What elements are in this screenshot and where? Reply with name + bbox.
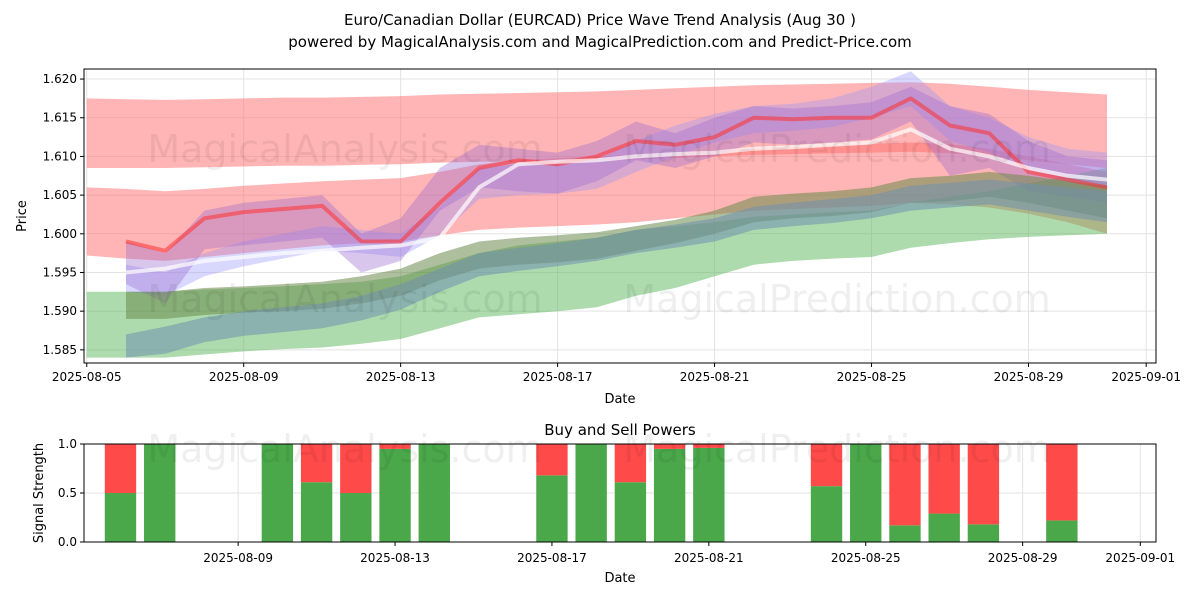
buy-sell-bars xyxy=(104,444,1078,542)
line-white-trend xyxy=(125,127,1108,275)
buy-bar-16 xyxy=(967,524,1000,542)
buy-bar-2 xyxy=(261,444,294,542)
buy-bar-14 xyxy=(889,525,921,542)
buy-bar-6 xyxy=(418,444,450,542)
buy-bar-9 xyxy=(614,482,647,542)
chart-subtitle: powered by MagicalAnalysis.com and Magic… xyxy=(288,33,912,51)
price-bands xyxy=(86,71,1107,358)
buy-sell-x-tick-label-0: 2025-08-09 xyxy=(203,551,273,565)
band-middle-red xyxy=(86,142,1107,261)
buy-sell-x-ticks: 2025-08-09 2025-08-13 2025-08-17 2025-08-21… xyxy=(203,542,1175,565)
sell-bar-3 xyxy=(300,444,333,483)
price-x-tick-label-2: 2025-08-13 xyxy=(366,370,436,384)
buy-sell-y-axis-label: Signal Strength xyxy=(32,443,47,543)
line-red-trend xyxy=(125,96,1108,253)
price-x-tick-label-1: 2025-08-09 xyxy=(209,370,279,384)
buy-sell-x-tick-label-1: 2025-08-13 xyxy=(360,551,430,565)
buy-bar-0 xyxy=(104,493,137,542)
sell-bar-16 xyxy=(967,444,1000,525)
band-purple-main xyxy=(126,86,1107,304)
price-y-tick-label-5: 1.610 xyxy=(43,149,77,163)
buy-bar-12 xyxy=(810,486,843,542)
buy-sell-title: Buy and Sell Powers xyxy=(544,421,696,439)
sell-bar-4 xyxy=(340,444,372,493)
watermark-analysis-mid: MagicalAnalysis.com xyxy=(147,277,542,321)
sell-bar-12 xyxy=(810,444,843,487)
price-y-tick-label-1: 1.590 xyxy=(43,304,77,318)
price-trend-lines xyxy=(125,96,1108,275)
price-x-tick-label-6: 2025-08-29 xyxy=(994,370,1064,384)
sell-bar-7 xyxy=(536,444,568,476)
buy-bar-5 xyxy=(379,448,411,542)
band-steel-low xyxy=(126,179,1107,358)
price-y-axis-label: Price xyxy=(15,200,30,232)
watermark-prediction-mid: MagicalPrediction.com xyxy=(623,277,1051,321)
buy-sell-panel: Buy and Sell Powers MagicalAnalysis.com … xyxy=(32,421,1175,586)
price-y-tick-label-7: 1.620 xyxy=(43,72,77,86)
buy-bar-13 xyxy=(850,444,882,542)
watermark-prediction-bottom: MagicalPrediction.com xyxy=(623,427,1051,471)
sell-bar-0 xyxy=(104,444,137,493)
buy-sell-y-tick-label-0: 0.0 xyxy=(58,535,77,549)
price-y-tick-label-3: 1.600 xyxy=(43,227,77,241)
price-y-tick-label-0: 1.585 xyxy=(43,343,77,357)
price-y-tick-label-2: 1.595 xyxy=(43,265,77,279)
price-x-tick-label-0: 2025-08-05 xyxy=(52,370,122,384)
buy-sell-x-tick-label-6: 2025-09-01 xyxy=(1105,551,1175,565)
price-x-ticks: 2025-08-05 2025-08-09 2025-08-13 2025-08-17… xyxy=(52,363,1181,384)
buy-sell-x-tick-label-2: 2025-08-17 xyxy=(517,551,587,565)
price-x-tick-label-3: 2025-08-17 xyxy=(523,370,593,384)
sell-bar-14 xyxy=(889,444,921,526)
price-x-tick-label-7: 2025-09-01 xyxy=(1111,370,1181,384)
sell-bar-5 xyxy=(379,444,411,449)
buy-bar-7 xyxy=(536,475,568,542)
buy-bar-11 xyxy=(693,447,725,542)
watermark-analysis-bottom: MagicalAnalysis.com xyxy=(147,427,542,471)
buy-sell-y-tick-label-1: 0.5 xyxy=(58,486,77,500)
sell-bar-9 xyxy=(614,444,647,483)
sell-bar-15 xyxy=(928,444,960,514)
buy-bar-8 xyxy=(575,444,607,542)
buy-bar-4 xyxy=(340,493,372,542)
price-y-tick-label-6: 1.615 xyxy=(43,111,77,125)
buy-sell-x-tick-label-4: 2025-08-25 xyxy=(831,551,901,565)
buy-bar-17 xyxy=(1046,520,1078,542)
buy-sell-y-ticks: 0.0 0.5 1.0 xyxy=(58,437,84,549)
price-axes-frame xyxy=(83,68,1157,364)
buy-sell-y-tick-label-2: 1.0 xyxy=(58,437,77,451)
buy-sell-x-tick-label-3: 2025-08-21 xyxy=(674,551,744,565)
price-x-tick-label-4: 2025-08-21 xyxy=(680,370,750,384)
sell-bar-11 xyxy=(693,444,725,448)
price-y-ticks: 1.585 1.590 1.595 1.600 1.605 1.610 1.615 1.620 xyxy=(43,72,84,357)
buy-bar-10 xyxy=(653,448,686,542)
sell-bar-10 xyxy=(653,444,686,449)
sell-bar-17 xyxy=(1046,444,1078,521)
buy-bar-1 xyxy=(144,444,176,542)
buy-bar-15 xyxy=(928,513,960,542)
buy-bar-3 xyxy=(300,482,333,542)
price-x-axis-label: Date xyxy=(604,392,635,407)
buy-sell-x-tick-label-5: 2025-08-29 xyxy=(988,551,1058,565)
price-x-tick-label-5: 2025-08-25 xyxy=(837,370,907,384)
watermark-analysis-top: MagicalAnalysis.com xyxy=(147,127,542,171)
watermark-prediction-top: MagicalPrediction.com xyxy=(623,127,1051,171)
buy-sell-x-axis-label: Date xyxy=(604,571,635,586)
price-y-tick-label-4: 1.605 xyxy=(43,188,77,202)
chart-title: Euro/Canadian Dollar (EURCAD) Price Wave… xyxy=(344,11,856,29)
price-wave-panel: MagicalAnalysis.com MagicalPrediction.co… xyxy=(15,68,1181,407)
